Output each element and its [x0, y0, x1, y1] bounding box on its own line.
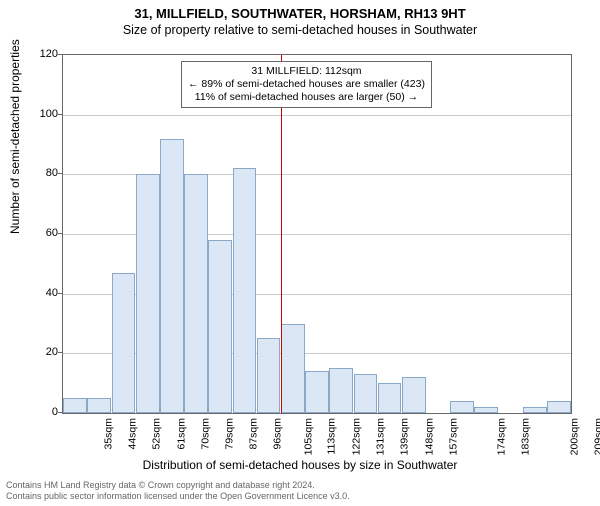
x-tick-label: 174sqm	[496, 418, 508, 455]
y-tick-mark	[58, 114, 62, 115]
footer-line-1: Contains HM Land Registry data © Crown c…	[6, 480, 350, 491]
x-tick-label: 131sqm	[375, 418, 387, 455]
histogram-bar	[547, 401, 571, 413]
x-tick-label: 79sqm	[224, 418, 236, 450]
x-tick-label: 157sqm	[447, 418, 459, 455]
histogram-bar	[233, 168, 257, 413]
reference-line	[281, 55, 282, 413]
x-tick-label: 105sqm	[302, 418, 314, 455]
histogram-bar	[63, 398, 87, 413]
y-tick-mark	[58, 293, 62, 294]
x-tick-label: 139sqm	[399, 418, 411, 455]
annotation-line: 11% of semi-detached houses are larger (…	[188, 91, 425, 104]
annotation-line: 31 MILLFIELD: 112sqm	[188, 65, 425, 78]
y-tick-label: 60	[28, 227, 58, 239]
x-tick-label: 70sqm	[199, 418, 211, 450]
y-tick-mark	[58, 352, 62, 353]
footer-line-2: Contains public sector information licen…	[6, 491, 350, 502]
histogram-bar	[112, 273, 136, 413]
x-tick-label: 87sqm	[248, 418, 260, 450]
x-tick-label: 52sqm	[151, 418, 163, 450]
histogram-bar	[523, 407, 547, 413]
x-tick-label: 200sqm	[568, 418, 580, 455]
histogram-bar	[281, 324, 305, 414]
histogram-bar	[160, 139, 184, 413]
y-tick-label: 80	[28, 167, 58, 179]
y-tick-label: 100	[28, 108, 58, 120]
x-tick-label: 183sqm	[520, 418, 532, 455]
footer-attribution: Contains HM Land Registry data © Crown c…	[6, 480, 350, 502]
histogram-bar	[305, 371, 329, 413]
y-tick-mark	[58, 233, 62, 234]
annotation-box: 31 MILLFIELD: 112sqm← 89% of semi-detach…	[181, 61, 432, 108]
x-axis-label: Distribution of semi-detached houses by …	[0, 458, 600, 472]
histogram-bar	[329, 368, 353, 413]
x-tick-label: 209sqm	[592, 418, 600, 455]
y-tick-label: 120	[28, 48, 58, 60]
y-tick-mark	[58, 412, 62, 413]
chart-title-sub: Size of property relative to semi-detach…	[0, 23, 600, 37]
y-tick-mark	[58, 173, 62, 174]
histogram-bar	[474, 407, 498, 413]
chart-title-main: 31, MILLFIELD, SOUTHWATER, HORSHAM, RH13…	[0, 6, 600, 21]
x-tick-label: 122sqm	[350, 418, 362, 455]
histogram-bar	[184, 174, 208, 413]
annotation-line: ← 89% of semi-detached houses are smalle…	[188, 78, 425, 91]
y-axis-label: Number of semi-detached properties	[8, 39, 22, 234]
x-tick-label: 44sqm	[127, 418, 139, 450]
histogram-bar	[208, 240, 232, 413]
y-tick-label: 40	[28, 287, 58, 299]
x-tick-label: 96sqm	[272, 418, 284, 450]
histogram-bar	[450, 401, 474, 413]
histogram-bar	[257, 338, 281, 413]
histogram-bar	[87, 398, 111, 413]
gridline	[63, 115, 571, 116]
x-tick-label: 61sqm	[175, 418, 187, 450]
x-tick-label: 35sqm	[103, 418, 115, 450]
histogram-bar	[354, 374, 378, 413]
y-tick-label: 20	[28, 346, 58, 358]
x-tick-label: 113sqm	[325, 418, 337, 455]
y-tick-label: 0	[28, 406, 58, 418]
chart-plot-area: 31 MILLFIELD: 112sqm← 89% of semi-detach…	[62, 54, 572, 414]
x-tick-label: 148sqm	[423, 418, 435, 455]
y-tick-mark	[58, 54, 62, 55]
histogram-bar	[402, 377, 426, 413]
histogram-bar	[378, 383, 402, 413]
histogram-bar	[136, 174, 160, 413]
